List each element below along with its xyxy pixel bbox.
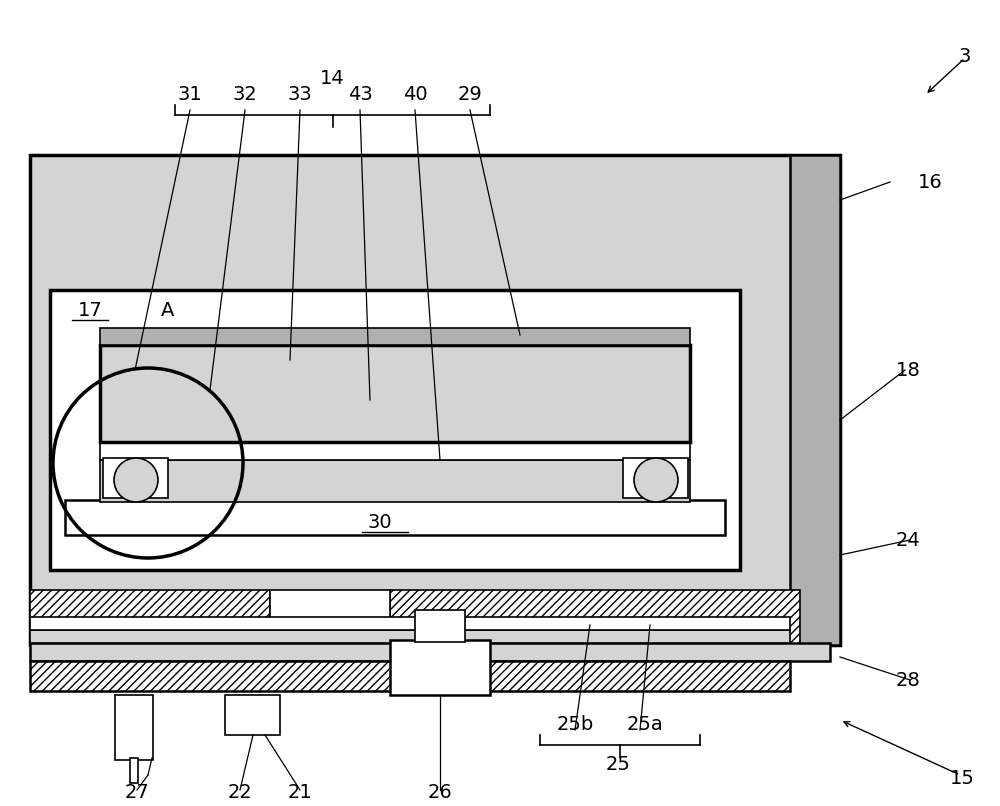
Text: 29: 29 <box>458 85 482 105</box>
Text: 25b: 25b <box>556 716 594 734</box>
Bar <box>100 460 690 502</box>
Bar <box>30 617 790 630</box>
Bar <box>100 440 690 460</box>
Bar <box>100 328 690 345</box>
Bar <box>30 661 790 691</box>
Text: A: A <box>161 301 175 319</box>
Bar <box>623 458 688 498</box>
Bar <box>115 695 153 760</box>
Bar <box>390 590 800 645</box>
Text: 26: 26 <box>428 783 452 803</box>
Text: 32: 32 <box>233 85 257 105</box>
Text: 21: 21 <box>288 783 312 803</box>
Text: 27: 27 <box>125 783 149 803</box>
Bar <box>100 345 690 442</box>
Text: 33: 33 <box>288 85 312 105</box>
Text: 16: 16 <box>918 172 942 192</box>
Bar <box>103 458 168 498</box>
Text: 24: 24 <box>896 530 920 550</box>
Bar <box>30 590 270 645</box>
Text: 18: 18 <box>896 360 920 380</box>
Bar <box>790 155 840 645</box>
Circle shape <box>114 458 158 502</box>
Text: 17: 17 <box>78 301 102 319</box>
Bar <box>415 610 465 642</box>
Bar <box>225 695 280 735</box>
Text: 40: 40 <box>403 85 427 105</box>
Text: 30: 30 <box>368 513 392 531</box>
Text: 14: 14 <box>320 69 345 88</box>
Text: 43: 43 <box>348 85 372 105</box>
Text: 22: 22 <box>228 783 252 803</box>
Circle shape <box>634 458 678 502</box>
Bar <box>270 590 390 645</box>
Bar <box>130 758 138 783</box>
Text: 25: 25 <box>606 755 630 775</box>
Text: 28: 28 <box>896 671 920 689</box>
Text: 31: 31 <box>178 85 202 105</box>
Bar <box>30 155 840 645</box>
Text: 3: 3 <box>959 48 971 67</box>
Bar <box>30 630 790 643</box>
Text: 15: 15 <box>950 768 974 787</box>
Bar <box>65 500 725 535</box>
Text: 25a: 25a <box>627 716 663 734</box>
Bar <box>50 290 740 570</box>
Bar <box>390 640 490 695</box>
Bar <box>30 643 830 661</box>
